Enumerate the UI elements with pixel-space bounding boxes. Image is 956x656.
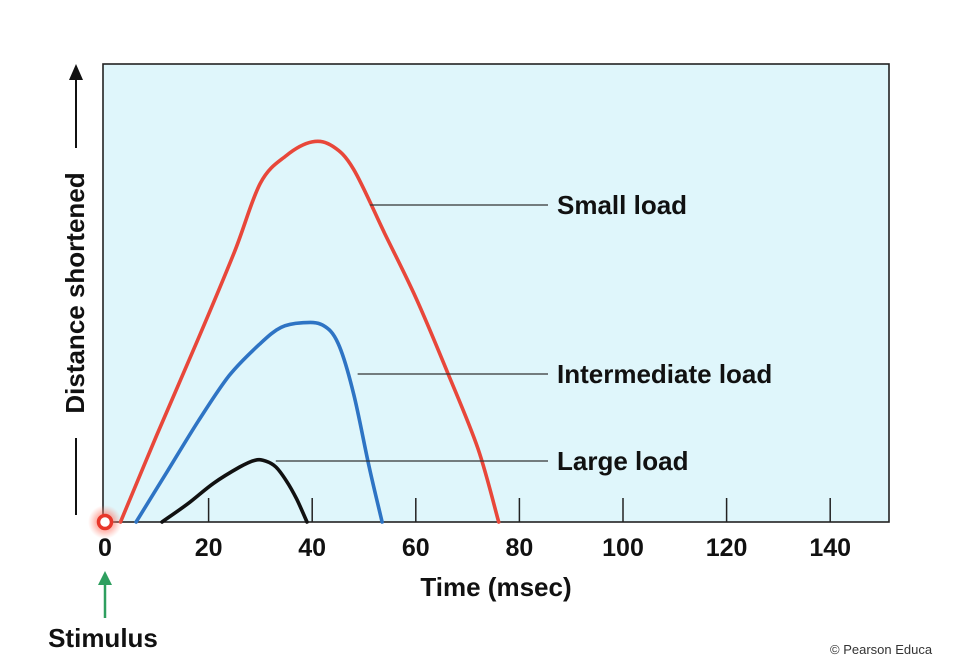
series-leader-lines [275,204,548,462]
y-axis-title: Distance shortened [60,172,90,413]
x-axis-tick-labels: 0 20 40 60 80 100 120 140 [98,534,851,562]
x-axis-ticks [207,498,831,522]
series-label-small-load: Small load [557,190,687,220]
series-label-large-load: Large load [557,446,688,476]
series-line-intermediate-load [134,320,384,524]
y-axis-title-group: Distance shortened [60,64,90,515]
plot-area [102,63,890,523]
x-tick-label-80: 80 [505,534,533,562]
series-line-small-load [118,139,501,524]
x-tick-label-120: 120 [706,534,748,562]
x-tick-label-60: 60 [402,534,430,562]
stimulus-label: Stimulus [48,623,158,653]
y-axis-title-backdrop [62,148,90,438]
x-tick-label-0: 0 [98,534,112,562]
series-lines [118,139,501,524]
x-tick-label-100: 100 [602,534,644,562]
x-tick-label-140: 140 [809,534,851,562]
copyright-text: © Pearson Educa [830,642,933,656]
x-tick-label-40: 40 [298,534,326,562]
series-line-large-load [160,457,309,524]
stimulus-dot-icon [96,513,114,531]
x-tick-label-20: 20 [195,534,223,562]
series-label-intermediate-load: Intermediate load [557,359,772,389]
x-axis-title: Time (msec) [420,572,571,602]
stimulus-arrowhead-icon [98,571,112,585]
series-labels: Small load Intermediate load Large load [557,190,772,476]
y-axis-arrowhead-icon [69,64,83,80]
